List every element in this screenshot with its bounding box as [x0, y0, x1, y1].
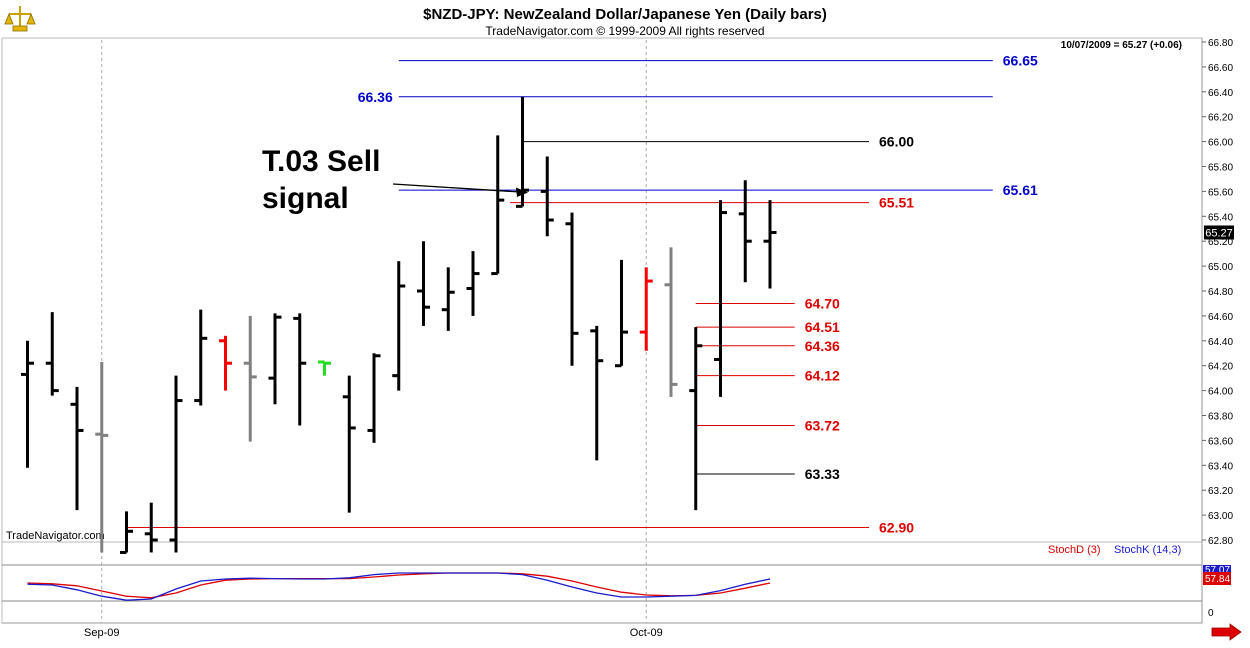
- price-tick-label: 64.60: [1208, 312, 1233, 323]
- price-tick-label: 63.20: [1208, 486, 1233, 497]
- ohlc-bar: [417, 241, 430, 326]
- ohlc-bar: [342, 375, 356, 513]
- level-label-63.33: 63.33: [805, 466, 840, 482]
- price-tick-label: 65.40: [1208, 212, 1233, 223]
- scroll-right-arrow-icon[interactable]: [1211, 623, 1242, 641]
- level-label-66.00: 66.00: [879, 134, 914, 150]
- current-price-tag: 65.27: [1204, 225, 1234, 240]
- ohlc-bar: [318, 360, 331, 376]
- stoch-k-line: [27, 572, 771, 601]
- stoch-value-tags: 57.07 57.84: [1203, 565, 1231, 585]
- time-axis-label: Sep-09: [84, 627, 119, 639]
- price-tick-label: 66.40: [1208, 88, 1233, 99]
- level-label-65.61: 65.61: [1003, 182, 1038, 198]
- ohlc-bar: [516, 96, 529, 208]
- price-axis: 66.80 66.60 66.40 66.20 66.00 65.80 65.60 65.40…: [1202, 38, 1233, 547]
- price-tick-label: 66.80: [1208, 38, 1233, 49]
- ohlc-bar: [268, 313, 282, 405]
- level-label-66.36: 66.36: [358, 89, 393, 105]
- ohlc-bar: [120, 511, 133, 554]
- price-tick-label: 63.60: [1208, 436, 1233, 447]
- price-tick-label: 64.20: [1208, 362, 1233, 373]
- stoch-d-value: 57.84: [1205, 574, 1230, 585]
- price-tick-label: 66.60: [1208, 63, 1233, 74]
- price-tick-label: 62.80: [1208, 536, 1233, 547]
- price-tick-label: 65.80: [1208, 163, 1233, 174]
- ohlc-bar: [367, 353, 381, 443]
- price-tick-label: 64.80: [1208, 287, 1233, 298]
- ohlc-bar: [21, 340, 34, 468]
- stochastic-lines: [2, 564, 1202, 602]
- chart-title: $NZD-JPY: NewZealand Dollar/Japanese Yen…: [423, 6, 827, 23]
- ohlc-bar: [45, 312, 59, 396]
- price-tick-label: 66.00: [1208, 138, 1233, 149]
- watermark: TradeNavigator.com: [6, 530, 105, 542]
- time-axis-labels: Sep-09 Oct-09: [84, 627, 663, 639]
- price-tick-label: 65.00: [1208, 262, 1233, 273]
- ohlc-bar: [664, 247, 678, 397]
- ohlc-bar: [540, 156, 554, 237]
- ohlc-bar: [169, 375, 183, 553]
- sell-signal-annotation-line1: T.03 Sell: [262, 145, 380, 178]
- price-tick-label: 63.40: [1208, 461, 1233, 472]
- stoch-d-legend: StochD (3): [1048, 544, 1101, 556]
- price-levels: 66.65 66.36 66.00 65.61 65.51 64.70 64.51 64.36…: [126, 53, 1038, 536]
- price-tick-label: 64.00: [1208, 387, 1233, 398]
- level-label-64.70: 64.70: [805, 295, 840, 311]
- last-quote-label: 10/07/2009 = 65.27 (+0.06): [1061, 40, 1182, 51]
- ohlc-bar: [194, 309, 208, 406]
- ohlc-bar: [714, 200, 727, 397]
- stoch-k-legend: StochK (14,3): [1114, 544, 1181, 556]
- time-axis-label: Oct-09: [630, 627, 663, 639]
- ohlc-bar: [70, 386, 84, 511]
- ohlc-bar: [144, 502, 158, 553]
- ohlc-bar: [763, 200, 777, 289]
- ohlc-bar: [243, 315, 257, 442]
- level-label-63.72: 63.72: [805, 417, 840, 433]
- stoch-d-line: [27, 572, 771, 599]
- chart-subtitle: TradeNavigator.com © 1999-2009 All right…: [485, 24, 764, 38]
- level-label-62.90: 62.90: [879, 520, 914, 536]
- ohlc-bar: [565, 212, 579, 366]
- annotation-arrow: [392, 183, 528, 197]
- price-tick-label: 66.20: [1208, 113, 1233, 124]
- price-tick-label: 64.40: [1208, 337, 1233, 348]
- level-label-65.51: 65.51: [879, 195, 914, 211]
- level-label-64.51: 64.51: [805, 319, 840, 335]
- level-label-64.12: 64.12: [805, 368, 840, 384]
- stoch-k-value: 57.07: [1205, 565, 1230, 576]
- price-panel-frame: [1, 37, 1203, 543]
- level-label-64.36: 64.36: [805, 338, 840, 354]
- ohlc-bar: [466, 251, 480, 316]
- ohlc-bar: [738, 180, 752, 283]
- ohlc-bar: [392, 261, 406, 391]
- stoch-zero-label: 0: [1208, 608, 1214, 619]
- price-tick-label: 63.80: [1208, 412, 1233, 423]
- ohlc-bar: [689, 327, 703, 511]
- ohlc-bar: [441, 267, 455, 331]
- level-label-66.65: 66.65: [1003, 53, 1038, 69]
- sell-signal-annotation-line2: signal: [262, 182, 349, 215]
- ohlc-bar: [590, 325, 604, 461]
- ohlc-bar: [219, 335, 232, 391]
- ohlc-bars: [21, 96, 777, 554]
- time-gridlines: [101, 40, 647, 623]
- price-tick-label: 65.60: [1208, 187, 1233, 198]
- ohlc-bar: [491, 135, 505, 276]
- logo-icon: [4, 4, 36, 34]
- price-tick-label: 65.20: [1208, 237, 1233, 248]
- ohlc-bar: [615, 259, 628, 368]
- current-price-value: 65.27: [1205, 227, 1233, 239]
- ohlc-bar: [95, 361, 109, 553]
- price-tick-label: 63.00: [1208, 511, 1233, 522]
- stochastic-panel-frame: [1, 541, 1203, 624]
- ohlc-bar: [639, 267, 653, 351]
- ohlc-bar: [293, 313, 307, 426]
